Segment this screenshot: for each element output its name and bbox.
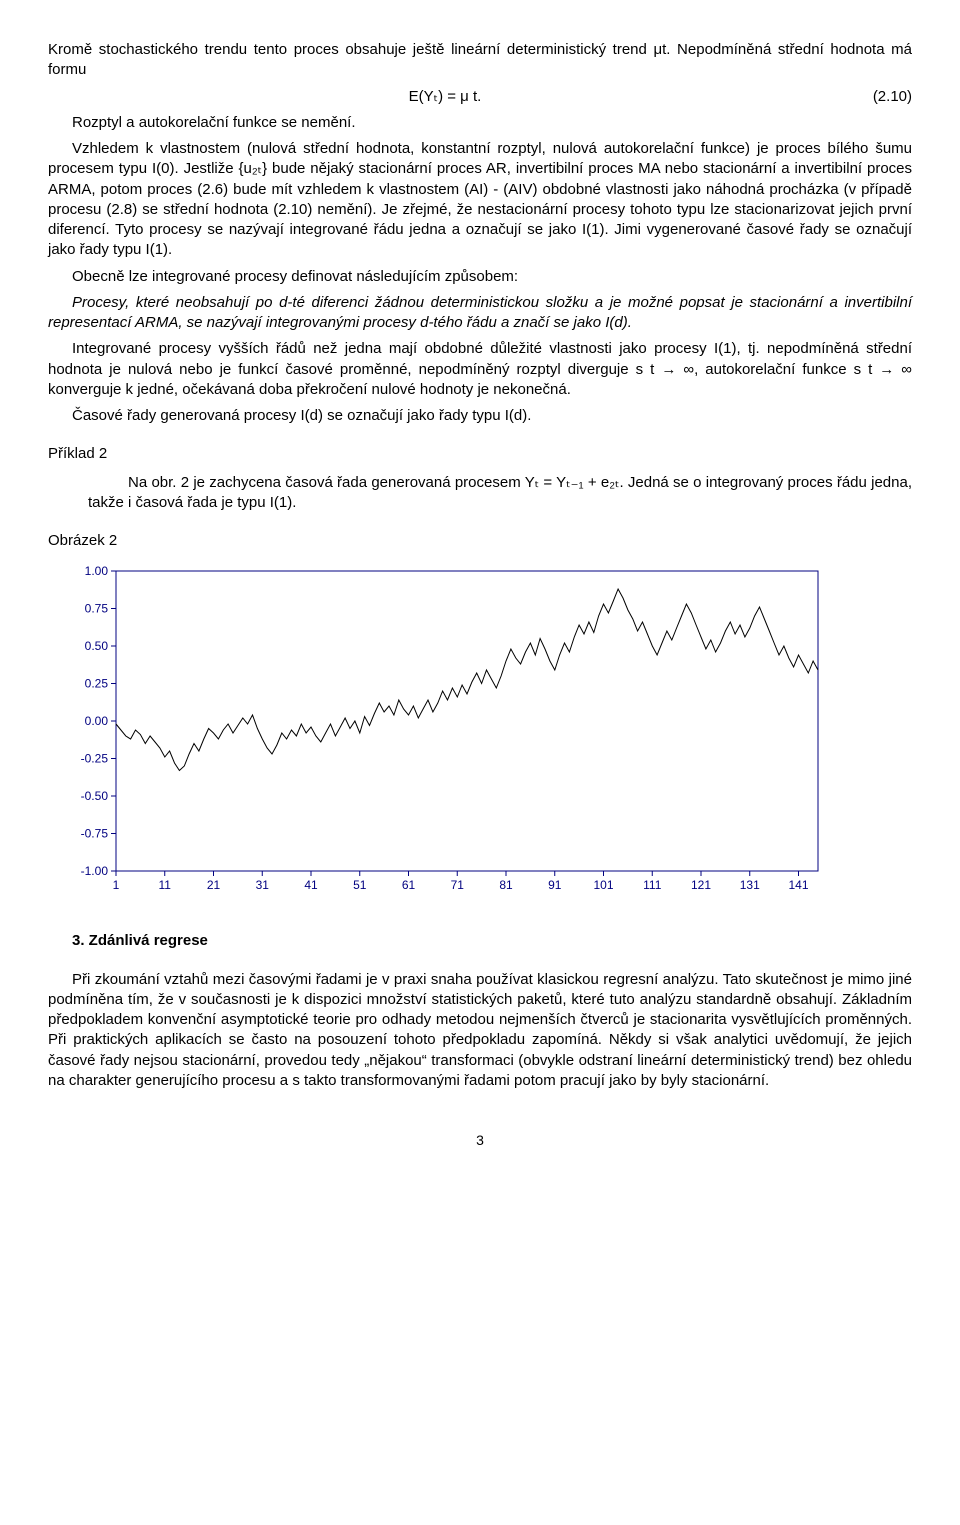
section-3-title: 3. Zdánlivá regrese — [48, 931, 912, 951]
paragraph-1: Kromě stochastického trendu tento proces… — [48, 40, 912, 81]
svg-text:71: 71 — [451, 878, 465, 892]
paragraph-2a: Rozptyl a autokorelační funkce se nemění… — [48, 113, 912, 133]
svg-text:111: 111 — [643, 878, 662, 892]
svg-text:1.00: 1.00 — [85, 564, 109, 578]
paragraph-3: Obecně lze integrované procesy definovat… — [48, 267, 912, 287]
equation-row: E(Yₜ) = μ t. (2.10) — [48, 87, 912, 107]
svg-text:-0.50: -0.50 — [81, 789, 109, 803]
paragraph-6: Časové řady generovaná procesy I(d) se o… — [48, 406, 912, 426]
svg-text:0.25: 0.25 — [85, 677, 109, 691]
svg-text:51: 51 — [353, 878, 367, 892]
svg-text:1: 1 — [113, 878, 120, 892]
line-chart: 1.00 0.75 0.50 0.25 0.00 -0.25 -0.50 -0.75 -1.00… — [68, 561, 828, 901]
equation-number: (2.10) — [842, 87, 912, 107]
svg-text:31: 31 — [256, 878, 270, 892]
paragraph-5: Integrované procesy vyšších řádů než jed… — [48, 339, 912, 400]
svg-text:11: 11 — [159, 878, 172, 892]
svg-text:91: 91 — [548, 878, 562, 892]
example-label: Příklad 2 — [48, 444, 912, 464]
svg-text:121: 121 — [691, 878, 711, 892]
figure-label: Obrázek 2 — [48, 531, 912, 551]
svg-text:0.50: 0.50 — [85, 639, 109, 653]
paragraph-4-definition: Procesy, které neobsahují po d-té difere… — [48, 293, 912, 334]
svg-text:-0.25: -0.25 — [81, 752, 109, 766]
svg-text:131: 131 — [740, 878, 760, 892]
svg-text:0.00: 0.00 — [85, 714, 109, 728]
svg-text:-0.75: -0.75 — [81, 827, 109, 841]
svg-text:141: 141 — [788, 878, 808, 892]
svg-text:21: 21 — [207, 878, 221, 892]
page-number: 3 — [48, 1131, 912, 1150]
svg-text:-1.00: -1.00 — [81, 864, 109, 878]
chart-container: 1.00 0.75 0.50 0.25 0.00 -0.25 -0.50 -0.75 -1.00… — [68, 561, 912, 901]
svg-text:41: 41 — [304, 878, 318, 892]
svg-text:61: 61 — [402, 878, 416, 892]
example-text: Na obr. 2 je zachycena časová řada gener… — [88, 473, 912, 514]
svg-text:101: 101 — [593, 878, 613, 892]
svg-text:0.75: 0.75 — [85, 602, 109, 616]
equation-formula: E(Yₜ) = μ t. — [48, 87, 842, 107]
svg-text:81: 81 — [499, 878, 513, 892]
paragraph-7: Při zkoumání vztahů mezi časovými řadami… — [48, 970, 912, 1092]
paragraph-2b: Vzhledem k vlastnostem (nulová střední h… — [48, 139, 912, 261]
